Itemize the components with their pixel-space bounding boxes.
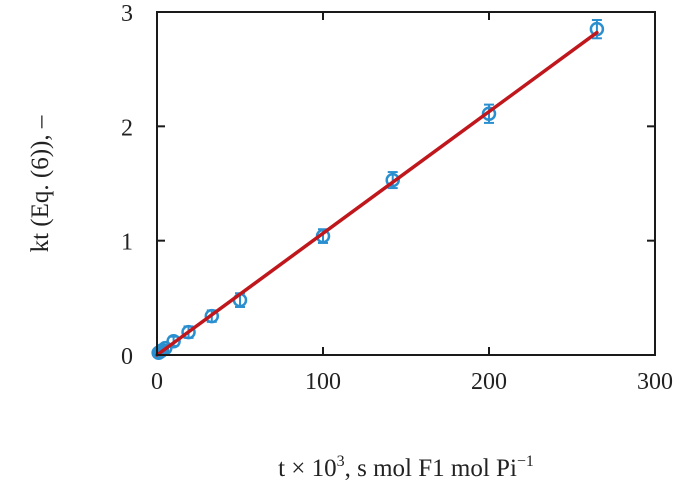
- plot-frame: [156, 11, 656, 356]
- y-tick-label: 3: [121, 1, 133, 27]
- data-point: [481, 106, 497, 122]
- x-tick-label: 200: [471, 369, 507, 395]
- x-axis-title-suffix: , s mol F1 mol Pi: [345, 455, 517, 482]
- x-tick-label: 100: [305, 369, 341, 395]
- data-point: [589, 21, 605, 37]
- data-point: [166, 334, 181, 349]
- data-point: [385, 172, 400, 188]
- plot-layer: [151, 19, 605, 360]
- data-point: [181, 324, 196, 340]
- fit-line: [155, 30, 599, 357]
- y-tick-label: 1: [121, 230, 133, 256]
- tick-layer: 0 100 200 300 0 1 2 3: [121, 1, 673, 395]
- x-axis-title-suffix-exponent: −1: [517, 453, 534, 470]
- y-axis-title: kt (Eq. (6)), –: [27, 115, 54, 252]
- x-axis-title: t × 103, s mol F1 mol Pi−1: [278, 453, 534, 482]
- x-tick-label: 0: [151, 369, 163, 395]
- data-point: [204, 308, 220, 324]
- x-tick-label: 300: [637, 369, 673, 395]
- x-axis-title-prefix: t × 10: [278, 455, 337, 482]
- y-tick-label: 2: [121, 115, 133, 141]
- x-axis-title-exponent: 3: [337, 453, 345, 470]
- y-tick-label: 0: [121, 344, 133, 370]
